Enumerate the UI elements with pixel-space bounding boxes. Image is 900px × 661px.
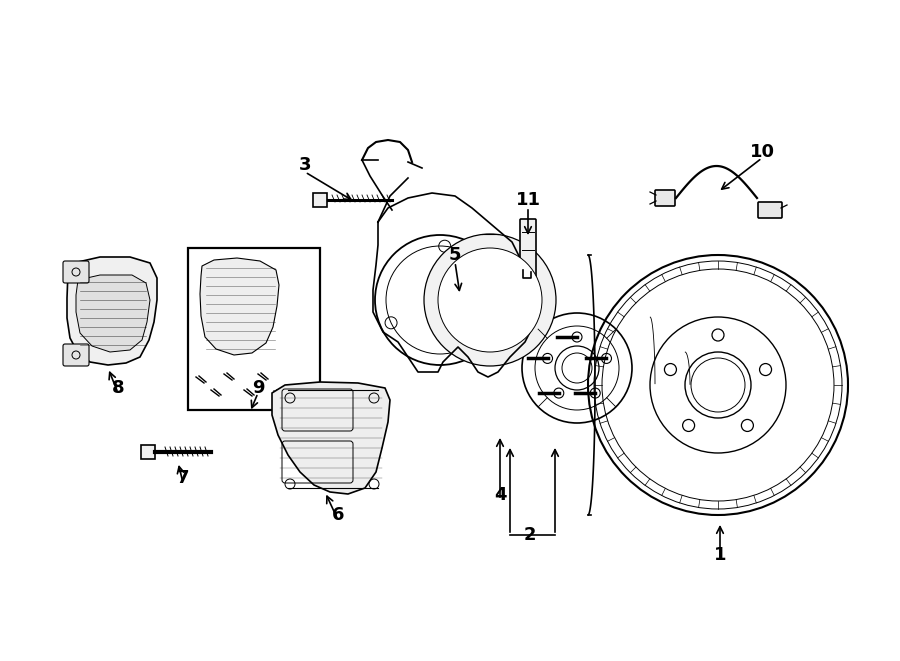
Polygon shape bbox=[200, 258, 279, 355]
Text: 4: 4 bbox=[494, 486, 506, 504]
FancyBboxPatch shape bbox=[313, 193, 327, 207]
Polygon shape bbox=[67, 257, 157, 365]
Polygon shape bbox=[272, 382, 390, 494]
FancyBboxPatch shape bbox=[141, 445, 155, 459]
Text: 5: 5 bbox=[449, 246, 461, 264]
FancyBboxPatch shape bbox=[63, 344, 89, 366]
Text: 1: 1 bbox=[714, 546, 726, 564]
Text: 11: 11 bbox=[516, 191, 541, 209]
Polygon shape bbox=[76, 275, 150, 352]
Text: 8: 8 bbox=[112, 379, 124, 397]
Bar bbox=[188, 248, 320, 410]
Text: 9: 9 bbox=[252, 379, 265, 397]
Text: 6: 6 bbox=[332, 506, 344, 524]
FancyBboxPatch shape bbox=[655, 190, 675, 206]
Text: 2: 2 bbox=[524, 526, 536, 544]
FancyBboxPatch shape bbox=[520, 219, 536, 277]
FancyBboxPatch shape bbox=[63, 261, 89, 283]
Text: 7: 7 bbox=[176, 469, 189, 487]
Text: 10: 10 bbox=[750, 143, 775, 161]
Circle shape bbox=[438, 248, 542, 352]
FancyBboxPatch shape bbox=[758, 202, 782, 218]
Text: 3: 3 bbox=[299, 156, 311, 174]
Circle shape bbox=[424, 234, 556, 366]
